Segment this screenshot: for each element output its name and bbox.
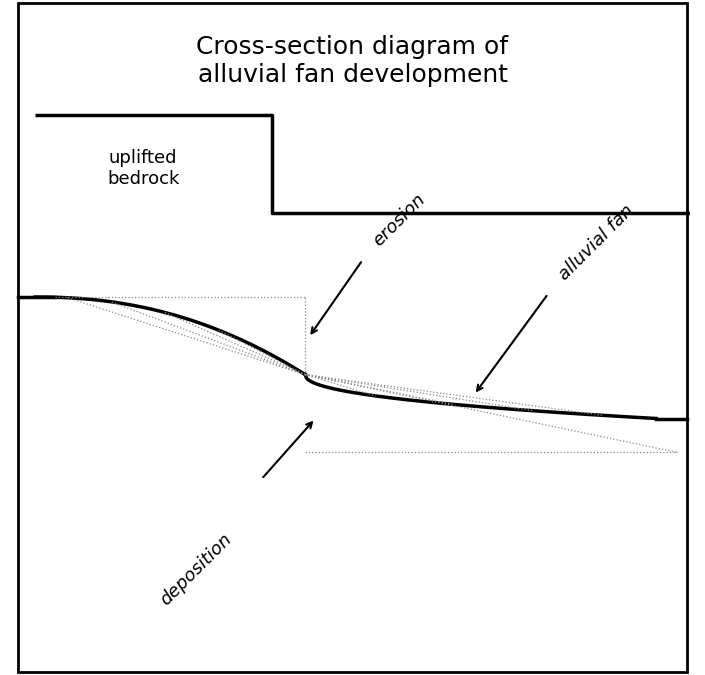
- Text: erosion: erosion: [369, 190, 429, 250]
- Text: deposition: deposition: [157, 530, 235, 609]
- Text: Cross-section diagram of
alluvial fan development: Cross-section diagram of alluvial fan de…: [197, 35, 508, 86]
- Text: uplifted
bedrock: uplifted bedrock: [107, 149, 180, 188]
- Text: alluvial fan: alluvial fan: [555, 201, 637, 284]
